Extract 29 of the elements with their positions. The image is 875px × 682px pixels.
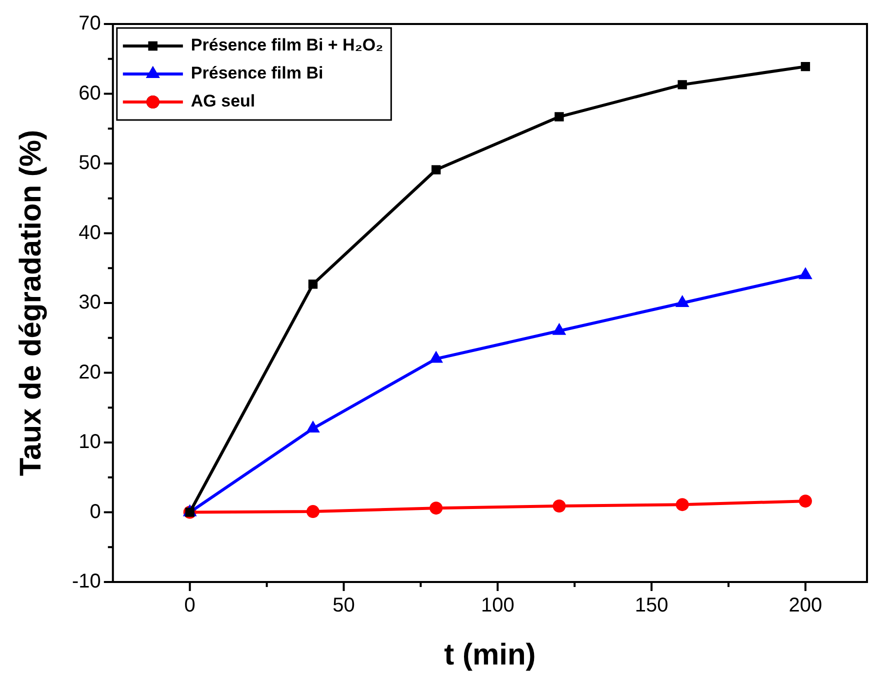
- y-tick-label: 20: [78, 361, 101, 384]
- legend-label: Présence film Bi: [190, 64, 324, 83]
- y-tick-label: 30: [78, 292, 101, 314]
- y-axis-title: Taux de dégradation (%): [14, 130, 48, 476]
- legend-label: AG seul: [190, 92, 256, 111]
- y-tick-label: -10: [72, 570, 101, 593]
- x-tick-label: 50: [332, 594, 355, 617]
- point: [431, 165, 441, 174]
- y-tick-label: 60: [78, 82, 101, 104]
- point: [554, 112, 564, 122]
- y-tick-label: 70: [78, 12, 101, 35]
- point: [430, 502, 443, 515]
- point: [306, 505, 320, 518]
- point: [678, 80, 687, 90]
- point: [800, 62, 810, 72]
- x-tick-label: 100: [480, 594, 514, 617]
- y-tick-label: 50: [78, 152, 101, 174]
- y-tick-label: 0: [90, 500, 101, 523]
- x-axis-title: t (min): [444, 638, 536, 672]
- point: [552, 499, 566, 512]
- point: [676, 498, 689, 512]
- x-tick-label: 150: [634, 594, 668, 617]
- point: [798, 494, 812, 508]
- y-tick-label: 40: [78, 222, 101, 244]
- x-tick-label: 0: [184, 594, 196, 617]
- point: [308, 280, 318, 289]
- x-tick-label: 200: [788, 594, 822, 617]
- legend-label: Présence film Bi + H₂O₂: [190, 36, 384, 55]
- y-tick-label: 10: [78, 431, 101, 454]
